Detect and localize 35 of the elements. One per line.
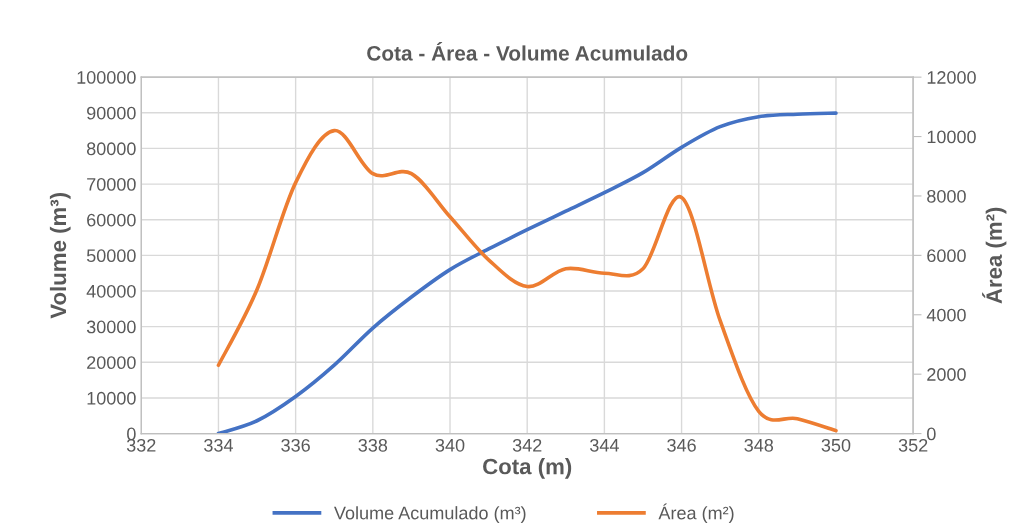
x-tick-label: 348 [744, 438, 774, 452]
x-tick-label: 346 [667, 438, 696, 452]
y2-tick-label: 8000 [927, 189, 966, 203]
y-tick-label: 40000 [86, 284, 136, 298]
x-tick-label: 342 [512, 438, 542, 452]
y2-tick-label: 4000 [926, 308, 966, 322]
y-tick-label: 30000 [86, 320, 136, 334]
y2-tick-label: 6000 [927, 249, 966, 263]
x-tick-label: 338 [358, 438, 388, 452]
x-tick-label: 332 [126, 438, 156, 452]
y2-tick-label: 12000 [927, 71, 976, 84]
y2-tick-label: 2000 [927, 368, 966, 381]
y-tick-label: 70000 [87, 178, 136, 191]
y-tick-label: 90000 [87, 106, 136, 120]
y-tick-label: 20000 [87, 356, 136, 370]
y2-tick-label: 10000 [927, 130, 976, 144]
y-axis-title: Volume (m³) [49, 193, 71, 319]
y-tick-label: 60000 [87, 213, 136, 227]
y-tick-label: 50000 [86, 249, 136, 263]
y-tick-label: 80000 [86, 142, 136, 156]
x-tick-label: 352 [898, 438, 928, 452]
x-tick-label: 336 [281, 438, 310, 452]
chart-title: Cota - Área - Volume Acumulado [367, 42, 688, 61]
y2-axis-title: Área (m²) [982, 207, 1007, 304]
x-tick-label: 334 [204, 438, 233, 452]
y-tick-label: 100000 [77, 71, 136, 84]
x-tick-label: 350 [821, 438, 851, 452]
x-tick-label: 340 [435, 438, 465, 452]
x-tick-label: 344 [590, 438, 619, 452]
y2-tick-label: 0 [927, 427, 936, 441]
y-tick-label: 10000 [87, 391, 136, 405]
legend-label: Volume Acumulado (m³) [334, 506, 526, 523]
x-axis-title: Cota (m) [483, 458, 572, 479]
legend-label: Área (m²) [658, 503, 734, 523]
y-tick-label: 0 [127, 427, 136, 441]
